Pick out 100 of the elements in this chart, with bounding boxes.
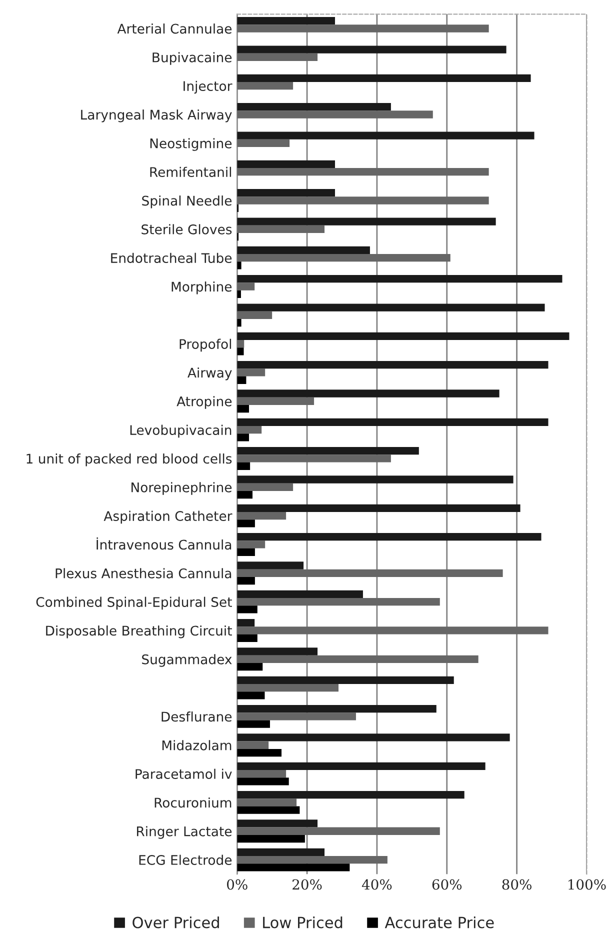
bar (237, 397, 314, 405)
y-tick-label: Arterial Cannulae (117, 23, 232, 34)
y-tick-label: Paracetamol iv (136, 768, 232, 779)
bar (237, 447, 419, 455)
bar (237, 483, 294, 491)
y-tick-label: Desflurane (162, 711, 232, 722)
bar (237, 103, 391, 111)
bar (237, 798, 297, 806)
y-tick-label: Ringer Lactate (137, 826, 232, 839)
y-tick-label: Morphine (172, 281, 232, 294)
bar (237, 806, 300, 814)
bar (237, 762, 486, 770)
bar (237, 246, 370, 254)
bar (237, 864, 350, 872)
bar (237, 132, 534, 140)
bar (237, 304, 545, 312)
y-tick-label: Aspiration Catheter (104, 510, 232, 524)
bar (237, 318, 242, 327)
bar (237, 576, 255, 585)
x-tick-label: 60% (432, 879, 462, 890)
legend-label: Low Priced (263, 916, 342, 928)
bar (237, 168, 489, 176)
bar (237, 590, 363, 598)
y-tick-label: Atropine (176, 396, 232, 409)
y-tick-label: Injector (184, 80, 232, 94)
bar (237, 376, 246, 384)
bar (237, 712, 356, 720)
bar (237, 189, 336, 197)
bar (237, 462, 250, 470)
legend-label: Accurate Price (384, 916, 494, 928)
bar (237, 662, 263, 671)
bar (237, 648, 318, 656)
bar (237, 790, 464, 799)
bar (237, 778, 289, 786)
bar (237, 24, 489, 32)
y-tick-label: Endotracheal Tube (111, 252, 232, 264)
bar (237, 361, 548, 369)
bar (237, 548, 255, 556)
bar (237, 434, 250, 442)
bar (237, 520, 255, 528)
bar (237, 426, 262, 434)
bar (237, 110, 433, 118)
bar (237, 476, 514, 484)
bar (237, 340, 244, 348)
y-tick-label: ECG Electrode (139, 854, 232, 865)
bar (237, 254, 450, 262)
bar (237, 418, 548, 426)
x-tick-label: 0% (227, 879, 248, 890)
bar (237, 332, 570, 340)
bar (237, 856, 388, 864)
bar (237, 734, 510, 742)
bar (237, 540, 266, 548)
bar (237, 160, 336, 168)
bar (237, 820, 318, 828)
y-tick-label: Spinal Needle (142, 195, 232, 208)
y-tick-label: Bupivacaine (152, 52, 232, 65)
bar (237, 46, 506, 54)
y-tick-label: Combined Spinal-Epidural Set (36, 596, 232, 610)
bar (237, 533, 542, 541)
legend-label: Over Priced (132, 916, 219, 928)
x-tick-label: 20% (292, 879, 322, 890)
bar (237, 598, 440, 606)
bar (237, 404, 250, 413)
bar (237, 82, 294, 90)
bar (237, 692, 265, 700)
bar (237, 490, 252, 499)
y-tick-label: Airway (188, 367, 232, 380)
bar (237, 848, 325, 856)
y-tick-label: Neostigmine (150, 138, 232, 151)
bar (237, 218, 496, 226)
y-tick-label: Remifentanil (150, 166, 232, 178)
bar (237, 17, 336, 25)
bar (237, 454, 391, 462)
y-tick-label: Rocuronium (154, 797, 232, 808)
bar (237, 827, 440, 835)
bar (237, 684, 339, 692)
bar (237, 262, 242, 270)
bar (237, 139, 290, 147)
bar (237, 569, 503, 577)
bar (237, 834, 305, 843)
bar (237, 705, 436, 713)
bar (237, 770, 286, 778)
x-tick-label: 80% (502, 879, 532, 890)
bar (237, 53, 318, 61)
y-tick-label: 1 unit of packed red blood cells (26, 453, 232, 466)
bar (237, 606, 258, 614)
bar (237, 748, 282, 757)
y-tick-label: Levobupivacain (130, 424, 232, 438)
x-tick-label: 100% (568, 879, 606, 890)
bar (237, 655, 478, 663)
bar (237, 676, 454, 684)
bar (237, 348, 244, 356)
y-tick-label: Sterile Gloves (142, 224, 232, 234)
y-tick-label: Propofol (180, 338, 232, 352)
x-tick-label: 40% (362, 879, 392, 890)
y-tick-label: Laryngeal Mask Airway (81, 109, 232, 122)
y-tick-label: Midazolam (162, 740, 232, 750)
bar (237, 196, 489, 204)
y-tick-label: Norepinephrine (132, 482, 232, 495)
bar (237, 368, 266, 376)
